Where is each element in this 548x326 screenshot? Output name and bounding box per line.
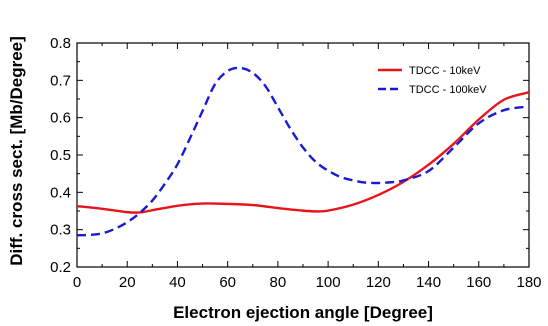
x-tick-label: 140: [416, 274, 441, 291]
series-layer: [76, 66, 530, 237]
y-tick-label: 0.4: [50, 184, 71, 201]
series-line-1: [76, 91, 530, 214]
legend-label-2: TDCC - 100keV: [409, 84, 487, 96]
ticks-layer: 0 20 40 60 80 100 120 140 160 180 0.2 0.3 0.4 0.5 0.6 0…: [50, 35, 541, 291]
y-tick-label: 0.8: [50, 35, 71, 52]
x-tick-label: 80: [270, 274, 287, 291]
x-tick-label: 60: [219, 274, 236, 291]
y-tick-label: 0.7: [50, 72, 71, 89]
x-tick-label: 20: [119, 274, 136, 291]
y-axis-title: Diff. cross sect. [Mb/Degree]: [7, 36, 26, 266]
legend: TDCC - 10keV TDCC - 100keV: [378, 65, 487, 96]
x-tick-label: 180: [516, 274, 541, 291]
x-tick-label: 160: [466, 274, 491, 291]
legend-label-1: TDCC - 10keV: [409, 65, 481, 77]
x-tick-label: 0: [73, 274, 81, 291]
x-axis-title: Electron ejection angle [Degree]: [173, 303, 433, 322]
y-tick-label: 0.3: [50, 222, 71, 239]
y-tick-label: 0.6: [50, 110, 71, 127]
x-tick-label: 120: [366, 274, 391, 291]
series-line-2: [76, 66, 530, 237]
y-tick-label: 0.5: [50, 147, 71, 164]
y-tick-label: 0.2: [50, 259, 71, 276]
x-tick-label: 100: [316, 274, 341, 291]
x-tick-label: 40: [169, 274, 186, 291]
